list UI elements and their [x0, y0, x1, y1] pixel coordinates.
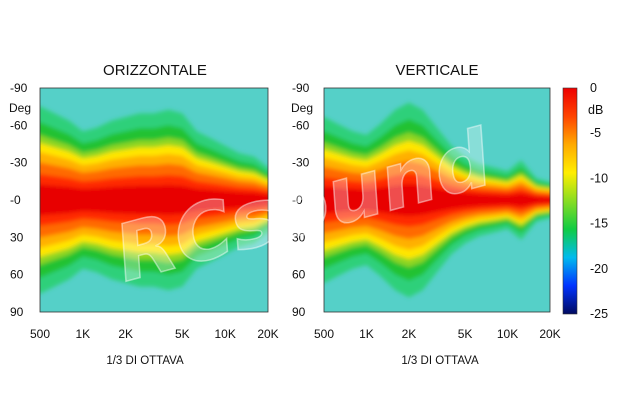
x-tick-label: 2K: [118, 327, 133, 341]
colorbar-tick-label: 0: [590, 81, 597, 95]
y-axis-horizontal: -90 -60 -30 -0 30 60 90: [10, 81, 28, 319]
plot-frame-horizontal: [39, 87, 269, 313]
x-axis-horizontal: 500 1K 2K 5K 10K 20K: [30, 327, 279, 341]
chart-title-horizontal: ORIZZONTALE: [103, 62, 207, 79]
x-tick-label: 10K: [497, 327, 518, 341]
y-tick-label: -30: [10, 156, 28, 170]
y-axis-vertical: -90 -60 -30 -0 30 60 90: [292, 81, 310, 319]
colorbar-gradient: [562, 87, 578, 315]
x-tick-label: 20K: [257, 327, 278, 341]
x-tick-label: 500: [314, 327, 334, 341]
y-tick-label: -0: [292, 193, 303, 207]
x-tick-label: 5K: [458, 327, 473, 341]
y-tick-label: 30: [292, 230, 306, 244]
x-label-vertical: 1/3 DI OTTAVA: [401, 355, 479, 367]
colorbar-tick-label: -5: [590, 126, 601, 140]
x-tick-label: 2K: [402, 327, 417, 341]
colorbar: 0 -5 -10 -15 -20 -25 dB: [562, 81, 608, 321]
heat-bands-vertical: [324, 102, 550, 298]
y-tick-label: -60: [292, 118, 310, 132]
y-tick-label: 60: [10, 268, 24, 282]
colorbar-tick-label: -20: [590, 262, 608, 276]
x-tick-label: 500: [30, 327, 50, 341]
colorbar-ticks: 0 -5 -10 -15 -20 -25: [590, 81, 608, 321]
y-tick-label: 30: [10, 230, 24, 244]
y-tick-label: -90: [292, 81, 310, 95]
colorbar-tick-label: -15: [590, 217, 608, 231]
heat-band-7: [324, 183, 550, 217]
y-tick-label: 60: [292, 268, 306, 282]
y-tick-label: 90: [292, 305, 306, 319]
y-tick-label: 90: [10, 305, 24, 319]
colorbar-unit: dB: [588, 103, 603, 117]
colorbar-tick-label: -10: [590, 171, 608, 185]
x-tick-label: 1K: [359, 327, 374, 341]
x-label-horizontal: 1/3 DI OTTAVA: [106, 355, 184, 367]
heatmap-horizontal: ORIZZONTALE -90 -60 -30 -0 30 60 90 Deg 500 1K 2…: [9, 62, 279, 367]
chart-title-vertical: VERTICALE: [395, 62, 478, 79]
x-tick-label: 20K: [539, 327, 560, 341]
y-tick-label: -0: [10, 193, 21, 207]
y-tick-label: -90: [10, 81, 28, 95]
x-axis-vertical: 500 1K 2K 5K 10K 20K: [314, 327, 561, 341]
heat-band-7: [40, 184, 268, 216]
y-unit-horizontal: Deg: [9, 101, 31, 115]
colorbar-tick-label: -25: [590, 307, 608, 321]
x-tick-label: 5K: [175, 327, 190, 341]
x-tick-label: 1K: [75, 327, 90, 341]
x-tick-label: 10K: [214, 327, 235, 341]
y-tick-label: -30: [292, 156, 310, 170]
y-tick-label: -60: [10, 118, 28, 132]
heat-bands-horizontal: [40, 106, 268, 294]
y-unit-vertical: Deg: [291, 101, 313, 115]
plot-frame-vertical: [323, 87, 551, 313]
